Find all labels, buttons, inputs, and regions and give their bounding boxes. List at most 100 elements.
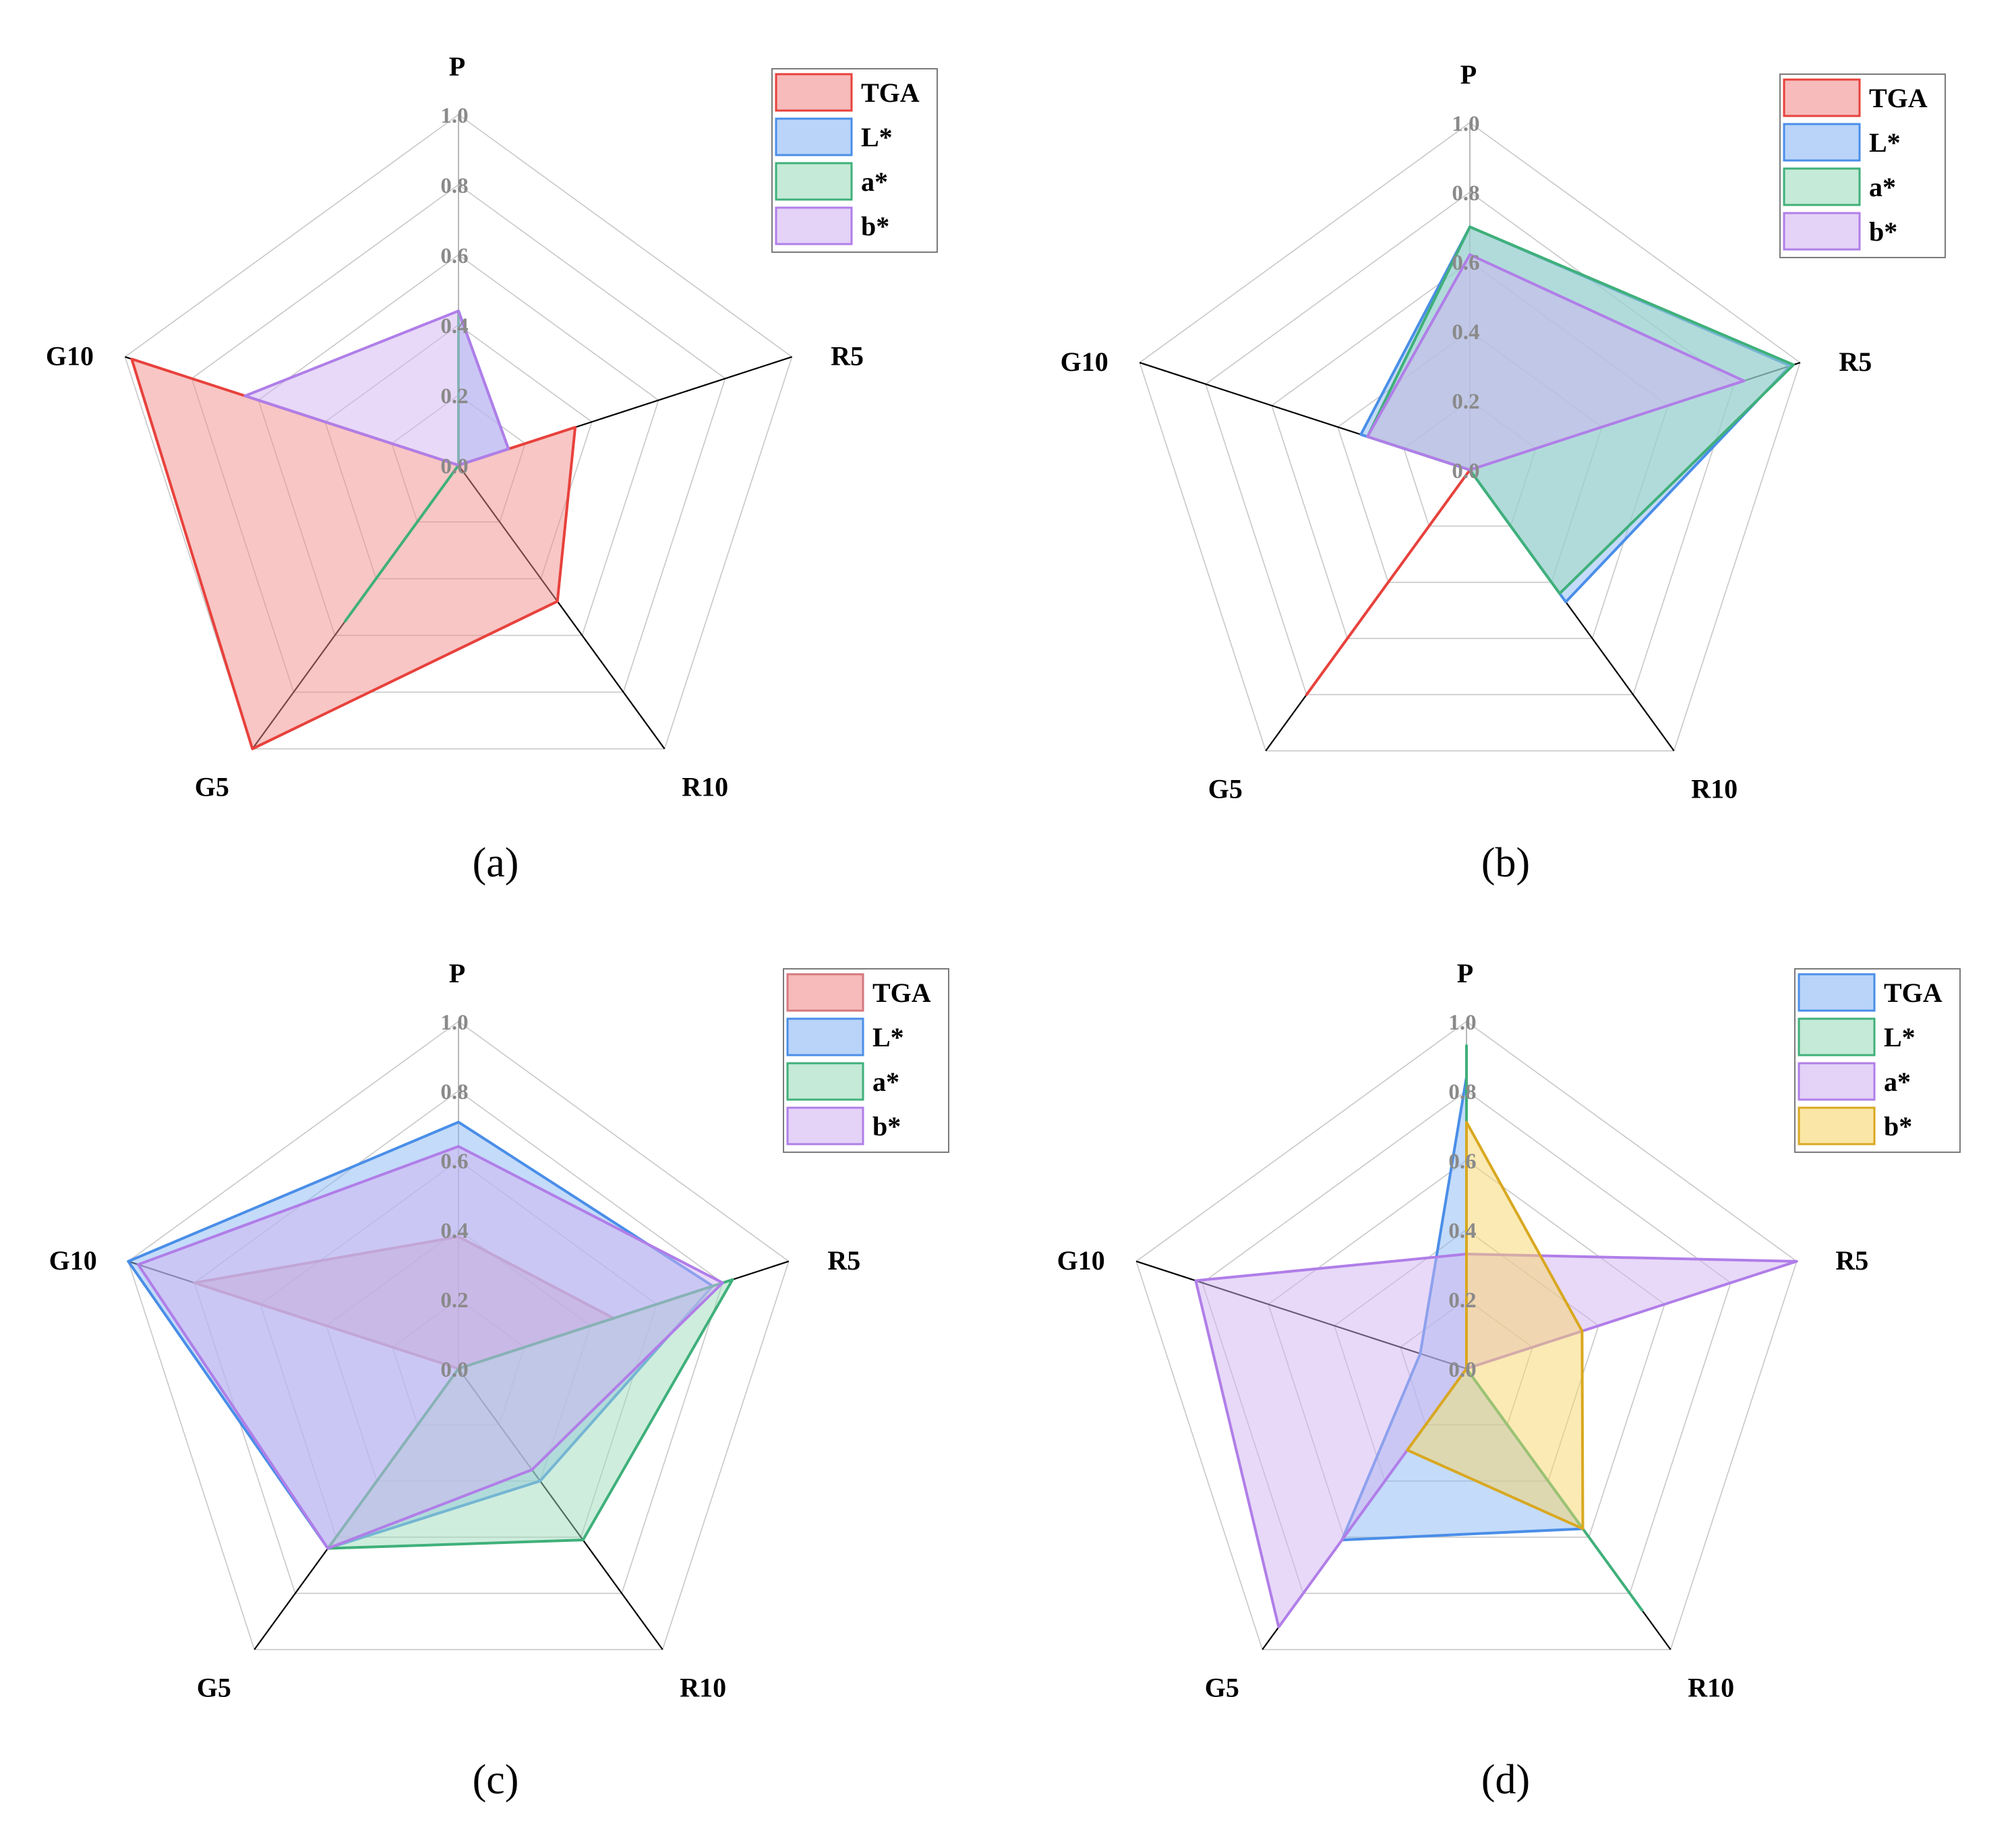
legend-swatch (1783, 78, 1861, 117)
legend-swatch (1798, 1017, 1876, 1056)
tick-label: 0.6 (440, 1150, 468, 1174)
legend-entry-label: L* (1869, 127, 1901, 158)
legend-entry-label: b* (872, 1111, 901, 1141)
series-b-star-area (136, 1145, 724, 1550)
axis-label-r5: R5 (831, 340, 864, 371)
series-b-star-area (1406, 1121, 1584, 1530)
tick-label: 0.2 (1448, 1288, 1476, 1313)
legend-entry-label: a* (861, 167, 888, 197)
legend-entry-label: b* (1869, 216, 1897, 247)
axis-label-r10: R10 (682, 772, 728, 802)
axis-label-p: P (449, 51, 465, 82)
legend: TGA L* a* b* (1794, 968, 1961, 1153)
series-b-star-area (243, 309, 510, 467)
legend-entry-label: TGA (1869, 83, 1928, 113)
radar-panel-c: 0.0 0.2 0.4 0.6 0.8 1.0 P R5 R10 G5 G10 TGA L* a* b* (c… (49, 958, 949, 1803)
legend-entry-label: TGA (872, 978, 931, 1008)
tick-label: 0.6 (1452, 251, 1479, 275)
legend-entry-label: b* (861, 211, 889, 241)
axis-label-r10: R10 (1691, 774, 1738, 804)
tick-label: 0.6 (1448, 1150, 1476, 1174)
legend: TGA L* a* b* (783, 968, 949, 1153)
tick-label: 1.0 (440, 104, 468, 128)
legend-entry-label: a* (872, 1067, 899, 1097)
grid-ring (1202, 1090, 1731, 1594)
legend-swatch (775, 117, 853, 156)
legend-swatch (786, 1017, 864, 1056)
series-a-star-area (1194, 1253, 1798, 1629)
tick-label: 0.4 (440, 314, 468, 338)
tick-label: 1.0 (1448, 1011, 1476, 1035)
tick-label: 0.4 (440, 1219, 468, 1243)
legend-swatch (1798, 1106, 1876, 1145)
axis-label-g10: G10 (1061, 347, 1108, 377)
axis-label-r10: R10 (1688, 1673, 1734, 1703)
legend-entry-label: L* (1884, 1022, 1916, 1052)
tick-label: 0.6 (440, 244, 468, 268)
legend-entry-label: a* (1884, 1067, 1911, 1097)
tick-label: 0.0 (440, 1358, 468, 1382)
axis-label-g5: G5 (1205, 1673, 1239, 1703)
grid-ring (1135, 1021, 1798, 1650)
legend-entry-label: L* (872, 1022, 904, 1052)
axis-label-g10: G10 (46, 340, 94, 371)
panel-label: (b) (1481, 840, 1530, 886)
tick-label: 0.2 (1452, 390, 1479, 414)
axis-label-g5: G5 (1208, 774, 1243, 804)
tick-label: 0.8 (440, 174, 468, 198)
tick-label: 1.0 (1452, 112, 1479, 136)
series-tga-area (1305, 469, 1471, 696)
tick-label: 0.8 (1448, 1080, 1476, 1104)
axis-label-g5: G5 (197, 1673, 231, 1703)
tick-label: 1.0 (440, 1011, 468, 1035)
legend-swatch (775, 73, 853, 112)
tick-label: 0.0 (440, 454, 468, 479)
panel-label: (d) (1481, 1757, 1530, 1803)
legend-swatch (1783, 212, 1861, 251)
axis-label-p: P (1460, 59, 1477, 90)
tick-label: 0.8 (1452, 181, 1479, 206)
radar-panel-d: 0.0 0.2 0.4 0.6 0.8 1.0 P R5 R10 G5 G10 TGA L* a* b* (d… (1057, 958, 1961, 1803)
legend: TGA L* a* b* (1779, 73, 1946, 258)
grid-ring (1139, 122, 1801, 752)
tick-label: 0.0 (1452, 459, 1479, 483)
legend-entry-label: b* (1884, 1111, 1912, 1141)
panel-label: (a) (473, 840, 519, 886)
tick-label: 0.2 (440, 384, 468, 409)
panel-label: (c) (473, 1757, 519, 1803)
legend-swatch (1798, 1062, 1876, 1101)
legend-swatch (1798, 973, 1876, 1012)
legend-swatch (1783, 167, 1861, 206)
legend-swatch (786, 1106, 864, 1145)
radar-panel-b: 0.0 0.2 0.4 0.6 0.8 1.0 P R5 R10 G5 G10 TGA L* a* b* (b… (1061, 59, 1946, 886)
axis-label-g5: G5 (195, 772, 229, 802)
grid-ring (191, 184, 726, 693)
radar-panel-a: 0.0 0.2 0.4 0.6 0.8 1.0 P R5 R10 G5 G10 TGA L* a* b* (a… (46, 51, 938, 886)
axis-label-r5: R5 (1839, 347, 1872, 377)
legend-swatch (786, 973, 864, 1012)
legend-entry-label: TGA (1884, 978, 1943, 1008)
legend-entry-label: L* (861, 122, 893, 152)
legend-entry-label: TGA (861, 78, 920, 108)
tick-label: 0.4 (1448, 1219, 1476, 1243)
series-tga-area (130, 357, 577, 750)
legend-entry-label: a* (1869, 172, 1896, 202)
axis-label-g10: G10 (1057, 1245, 1105, 1276)
legend-swatch (786, 1062, 864, 1101)
axis-label-g10: G10 (49, 1245, 97, 1276)
axis-label-r5: R5 (1835, 1245, 1868, 1276)
legend-swatch (775, 162, 853, 201)
tick-label: 0.2 (440, 1288, 468, 1313)
legend: TGA L* a* b* (771, 68, 938, 253)
grid-ring (124, 114, 793, 750)
axis-label-r10: R10 (680, 1673, 726, 1703)
grid-ring (127, 1021, 790, 1650)
legend-swatch (1783, 123, 1861, 162)
legend-swatch (775, 206, 853, 245)
tick-label: 0.0 (1448, 1358, 1476, 1382)
tick-label: 0.4 (1452, 320, 1479, 345)
axis-label-r5: R5 (827, 1245, 860, 1276)
axis-label-p: P (1457, 958, 1473, 988)
tick-label: 0.8 (440, 1080, 468, 1104)
